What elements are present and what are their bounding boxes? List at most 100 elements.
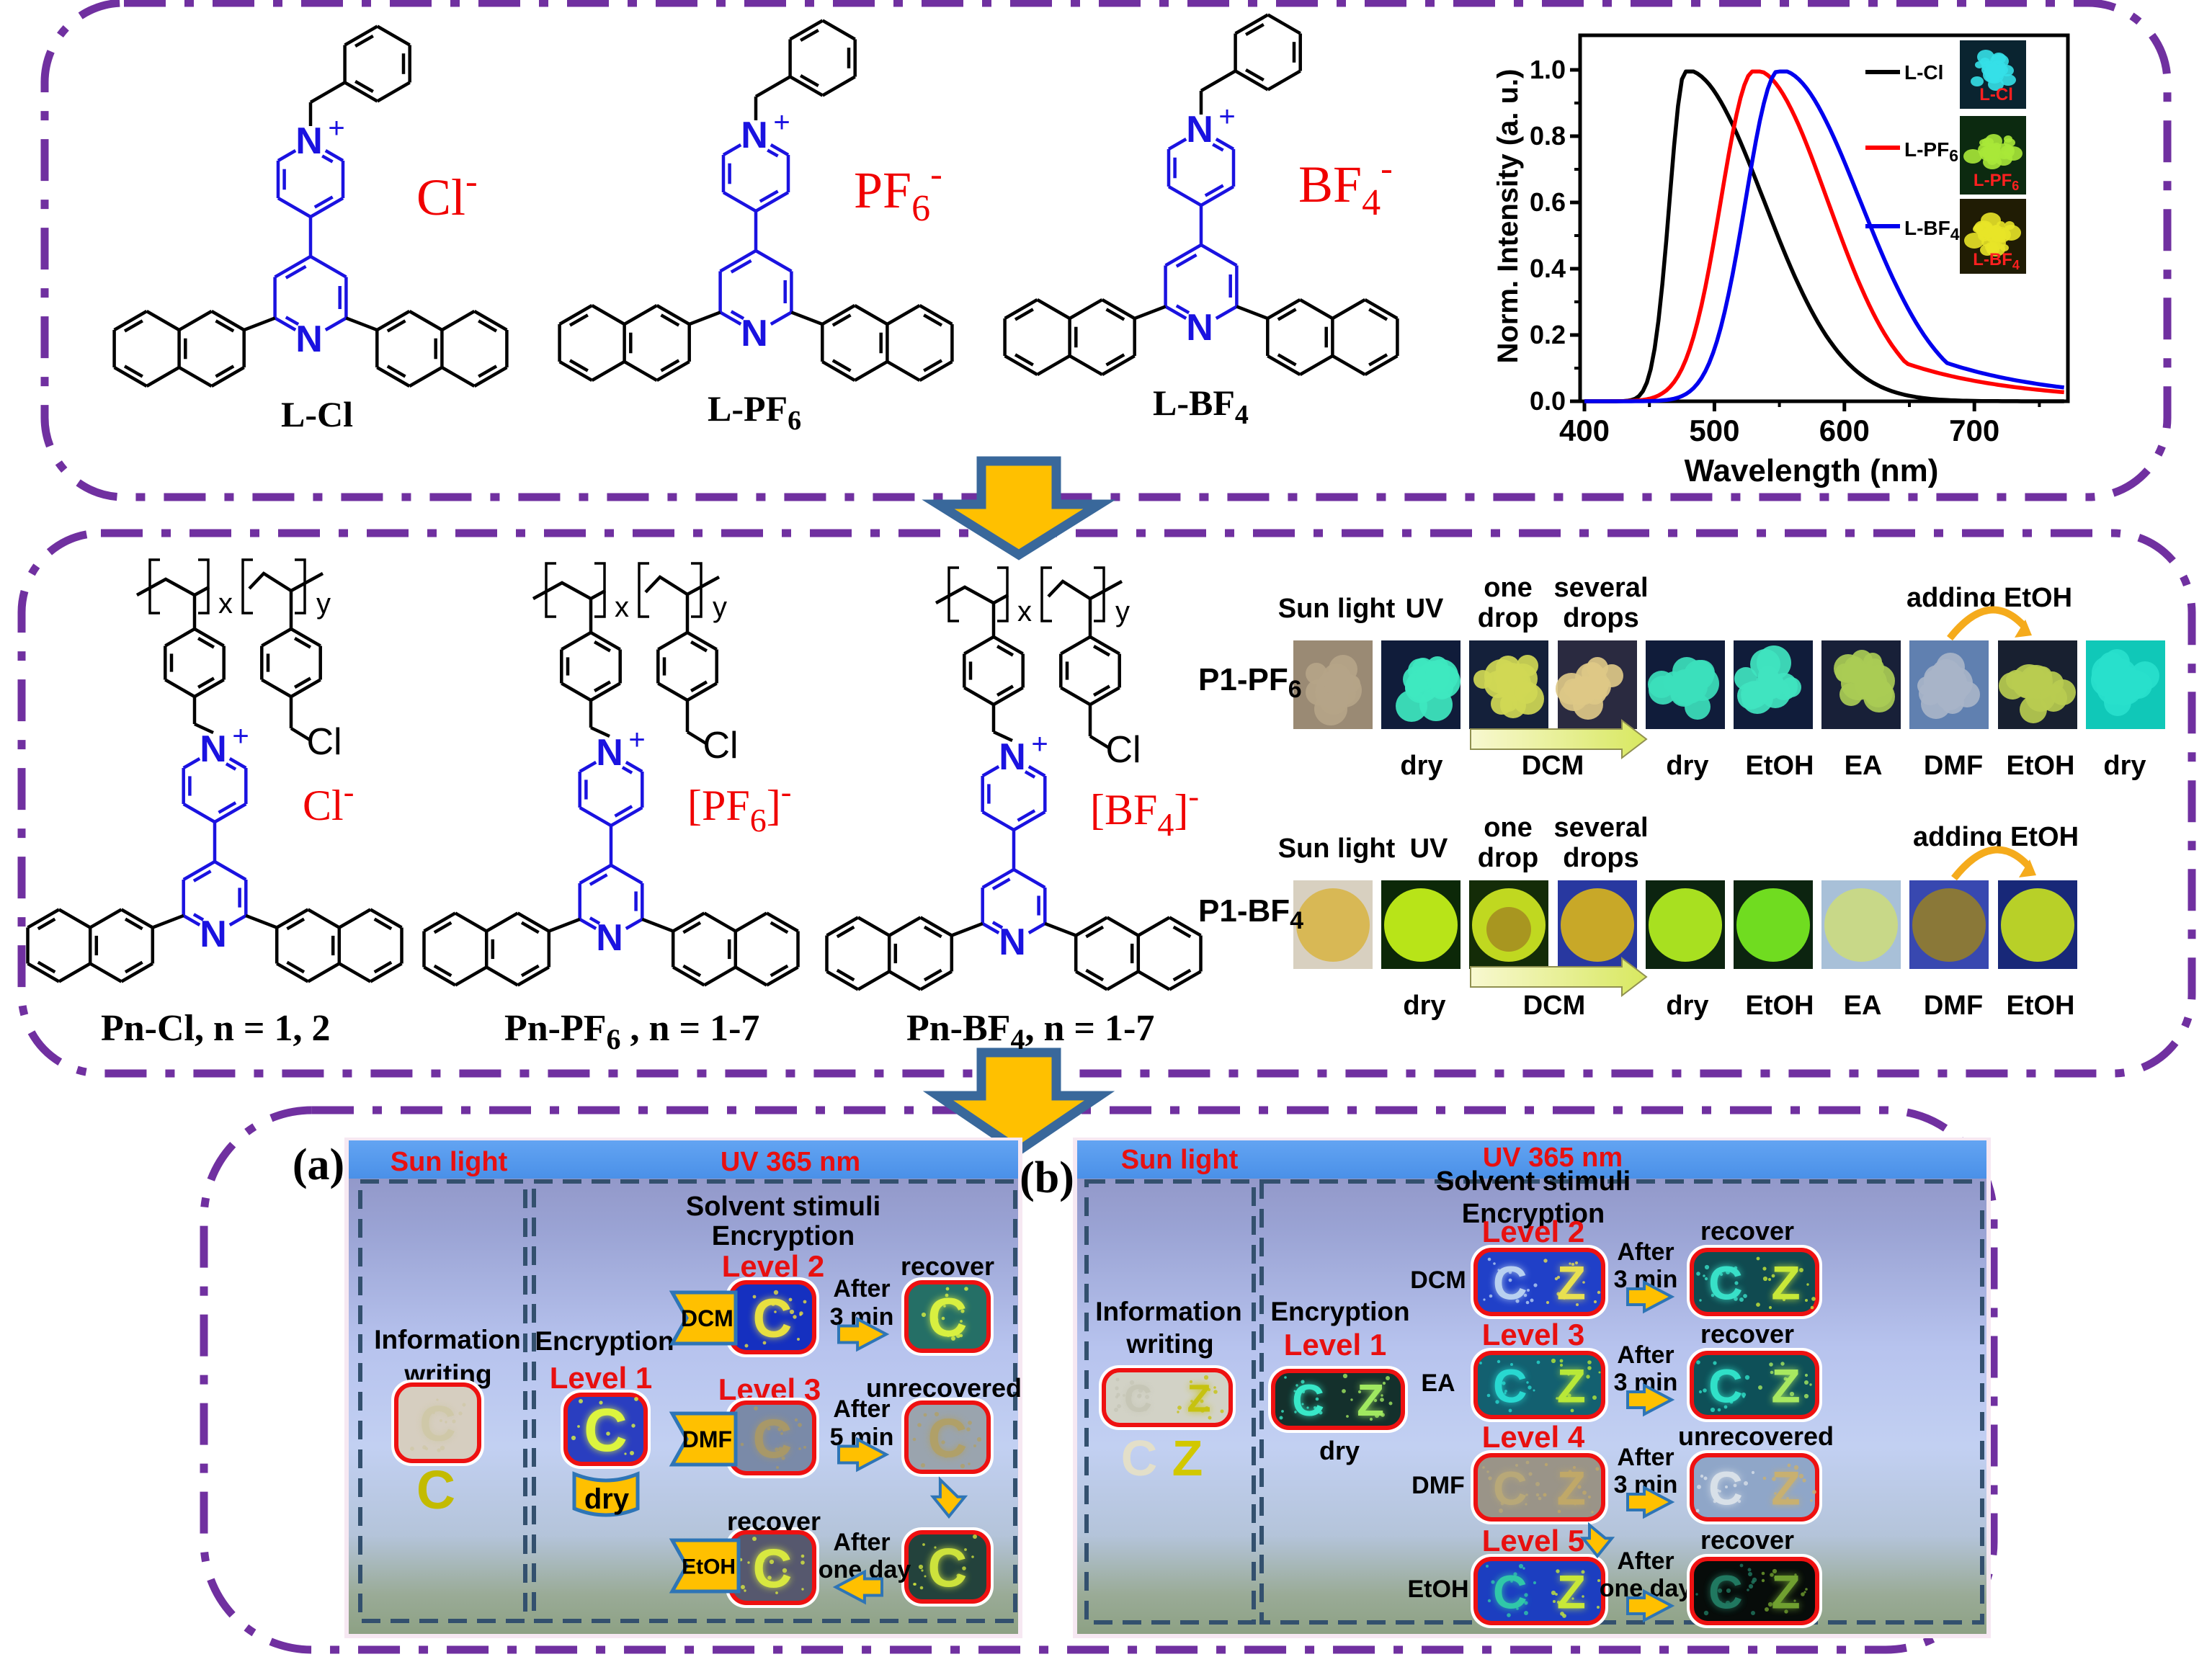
svg-text:After: After <box>1617 1444 1674 1471</box>
svg-text:unrecovered: unrecovered <box>1678 1421 1834 1451</box>
svg-text:N: N <box>596 917 623 959</box>
svg-text:C: C <box>1493 1359 1528 1412</box>
svg-text:1.0: 1.0 <box>1530 55 1566 84</box>
svg-text:L-PF6: L-PF6 <box>708 388 801 436</box>
svg-text:drop: drop <box>1478 603 1538 633</box>
svg-text:Sun light: Sun light <box>1121 1145 1239 1175</box>
svg-text:After: After <box>1617 1341 1674 1369</box>
svg-text:Level 1: Level 1 <box>550 1361 652 1395</box>
svg-text:Z: Z <box>1771 1256 1800 1309</box>
svg-text:Z: Z <box>1187 1377 1211 1420</box>
svg-text:DMF: DMF <box>1924 751 1983 781</box>
svg-text:UV: UV <box>1406 594 1444 624</box>
svg-text:recover: recover <box>1700 1319 1794 1349</box>
svg-text:0.8: 0.8 <box>1530 121 1566 151</box>
svg-text:Cl: Cl <box>1105 729 1141 771</box>
svg-text:x: x <box>218 588 233 620</box>
svg-text:EA: EA <box>1845 751 1883 781</box>
svg-text:500: 500 <box>1689 414 1739 447</box>
svg-text:After: After <box>833 1529 890 1556</box>
svg-text:dry: dry <box>1319 1436 1360 1465</box>
svg-text:C: C <box>1708 1359 1743 1412</box>
svg-text:Pn-Cl, n = 1, 2: Pn-Cl, n = 1, 2 <box>101 1008 331 1049</box>
svg-text:DMF: DMF <box>682 1426 732 1452</box>
svg-text:Encryption: Encryption <box>535 1326 674 1356</box>
svg-text:L-BF4: L-BF4 <box>1973 250 2020 272</box>
svg-text:Z: Z <box>1557 1461 1586 1514</box>
svg-text:dry: dry <box>1400 751 1442 781</box>
svg-text:EtOH: EtOH <box>2007 751 2075 781</box>
svg-text:Z: Z <box>1771 1359 1800 1412</box>
svg-text:unrecovered: unrecovered <box>866 1373 1022 1403</box>
svg-text:Wavelength (nm): Wavelength (nm) <box>1685 453 1939 488</box>
svg-text:Cl: Cl <box>703 725 738 767</box>
svg-text:EtOH: EtOH <box>1746 751 1814 781</box>
svg-text:C: C <box>753 1408 793 1470</box>
svg-text:N: N <box>1186 307 1213 349</box>
svg-text:DCM: DCM <box>681 1305 733 1331</box>
svg-text:Level 3: Level 3 <box>1482 1318 1584 1352</box>
svg-text:L-PF6: L-PF6 <box>1974 171 2019 193</box>
svg-text:(a): (a) <box>293 1140 344 1189</box>
svg-text:C: C <box>928 1408 968 1469</box>
svg-text:Level 5: Level 5 <box>1482 1524 1584 1558</box>
svg-text:Cl: Cl <box>306 721 342 763</box>
svg-text:recover: recover <box>727 1506 821 1536</box>
svg-text:Information: Information <box>374 1325 520 1354</box>
svg-text:Level 1: Level 1 <box>1284 1328 1386 1362</box>
svg-text:Sun light: Sun light <box>1278 594 1396 624</box>
svg-text:C: C <box>419 1395 456 1452</box>
svg-text:Z: Z <box>1557 1359 1586 1412</box>
svg-text:N: N <box>295 120 323 162</box>
svg-text:0.0: 0.0 <box>1530 386 1566 416</box>
svg-text:dry: dry <box>584 1483 630 1515</box>
svg-text:drops: drops <box>1563 603 1639 633</box>
svg-text:DMF: DMF <box>1924 991 1983 1021</box>
svg-text:Z: Z <box>1557 1565 1586 1618</box>
svg-text:C: C <box>584 1396 628 1464</box>
svg-text:Z: Z <box>1557 1256 1586 1309</box>
svg-text:Z: Z <box>1357 1376 1384 1426</box>
svg-text:C: C <box>753 1288 793 1349</box>
svg-text:C: C <box>928 1287 968 1349</box>
svg-text:C: C <box>419 1395 456 1452</box>
svg-text:x: x <box>615 591 629 623</box>
svg-text:UV: UV <box>1410 834 1448 864</box>
svg-text:drops: drops <box>1563 843 1639 873</box>
svg-text:C: C <box>753 1408 793 1470</box>
svg-text:[BF4]-: [BF4]- <box>1090 779 1199 843</box>
svg-text:Z: Z <box>1187 1377 1211 1420</box>
svg-text:C: C <box>928 1537 968 1599</box>
svg-text:N: N <box>200 913 227 955</box>
svg-text:After: After <box>833 1275 890 1303</box>
svg-text:Solvent stimuli: Solvent stimuli <box>686 1192 880 1222</box>
svg-text:DCM: DCM <box>1523 991 1586 1021</box>
svg-text:Norm. Intensity (a. u.): Norm. Intensity (a. u.) <box>1492 69 1524 364</box>
svg-text:Z: Z <box>1771 1256 1800 1309</box>
svg-text:EtOH: EtOH <box>1746 991 1814 1021</box>
svg-text:y: y <box>1115 596 1130 627</box>
svg-text:C: C <box>1708 1565 1743 1618</box>
svg-text:N: N <box>999 921 1026 963</box>
svg-text:C: C <box>1292 1376 1324 1426</box>
svg-text:L-Cl: L-Cl <box>1979 85 2013 104</box>
svg-text:DMF: DMF <box>1412 1472 1465 1499</box>
svg-text:+: + <box>773 107 790 138</box>
svg-text:Information: Information <box>1095 1297 1241 1326</box>
svg-text:C: C <box>416 1460 455 1520</box>
svg-text:C: C <box>1708 1359 1743 1412</box>
svg-text:+: + <box>232 720 249 752</box>
svg-text:Encryption: Encryption <box>1462 1199 1605 1229</box>
svg-text:C: C <box>1493 1461 1528 1514</box>
svg-text:C: C <box>1493 1256 1528 1309</box>
svg-text:EA: EA <box>1421 1370 1455 1397</box>
svg-text:Z: Z <box>1172 1430 1203 1486</box>
svg-text:400: 400 <box>1559 414 1610 447</box>
svg-text:Encryption: Encryption <box>712 1221 855 1251</box>
svg-text:writing: writing <box>1125 1329 1213 1359</box>
svg-text:recover: recover <box>1700 1525 1794 1555</box>
svg-text:C: C <box>1493 1461 1528 1514</box>
svg-text:C: C <box>753 1288 793 1349</box>
svg-text:(b): (b) <box>1020 1153 1074 1202</box>
svg-text:recover: recover <box>901 1251 994 1281</box>
